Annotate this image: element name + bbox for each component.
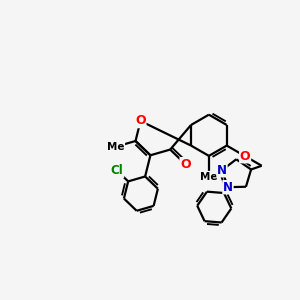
Text: O: O xyxy=(135,115,146,128)
Text: N: N xyxy=(217,164,227,177)
Text: O: O xyxy=(240,150,250,163)
Text: N: N xyxy=(223,181,233,194)
Text: Cl: Cl xyxy=(111,164,124,177)
Text: Me: Me xyxy=(200,172,218,182)
Text: O: O xyxy=(180,158,191,171)
Text: Me: Me xyxy=(107,142,124,152)
